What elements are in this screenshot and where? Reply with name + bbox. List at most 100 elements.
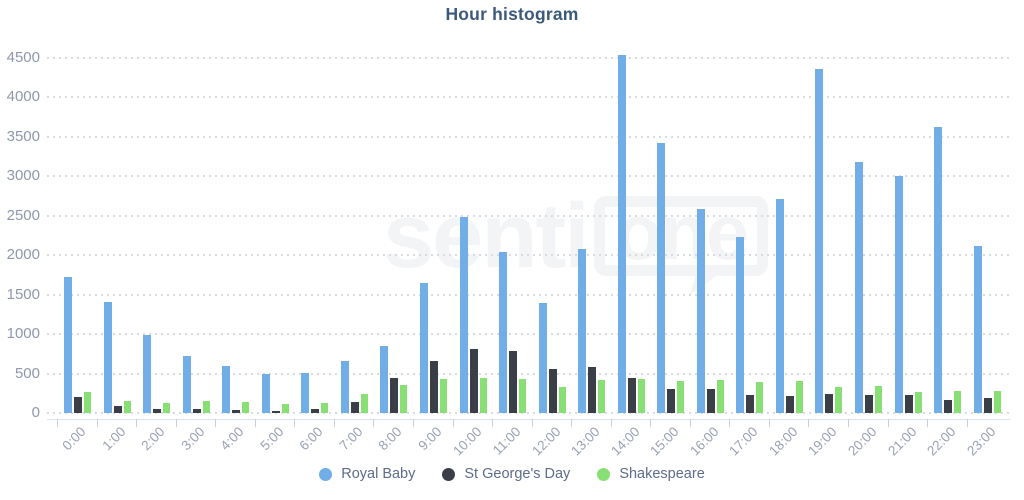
bar-royal-baby-10[interactable] (459, 217, 468, 413)
bar-st-george-s-day-3[interactable] (192, 409, 201, 413)
bar-shakespeare-4[interactable] (242, 401, 250, 413)
bar-shakespeare-11[interactable] (519, 378, 527, 413)
bar-shakespeare-16[interactable] (716, 380, 724, 413)
bar-st-george-s-day-8[interactable] (390, 378, 399, 413)
bar-st-george-s-day-7[interactable] (350, 402, 359, 413)
bar-st-george-s-day-1[interactable] (113, 406, 122, 413)
bar-st-george-s-day-21[interactable] (904, 395, 913, 413)
bar-shakespeare-12[interactable] (558, 386, 566, 413)
bar-st-george-s-day-20[interactable] (865, 395, 873, 413)
bar-st-george-s-day-16[interactable] (706, 389, 715, 413)
x-axis-tick (57, 419, 58, 427)
bar-royal-baby-6[interactable] (301, 373, 310, 413)
bar-royal-baby-13[interactable] (578, 248, 587, 413)
bar-shakespeare-7[interactable] (360, 394, 368, 413)
bar-royal-baby-20[interactable] (855, 162, 863, 413)
bar-st-george-s-day-5[interactable] (271, 410, 280, 413)
bar-shakespeare-3[interactable] (202, 400, 210, 413)
bar-st-george-s-day-6[interactable] (311, 409, 320, 413)
bar-royal-baby-16[interactable] (696, 209, 705, 413)
y-axis-label: 0 (31, 404, 40, 421)
y-axis-label: 1500 (6, 285, 40, 303)
bar-royal-baby-3[interactable] (182, 356, 191, 413)
legend-label: Royal Baby (341, 466, 416, 482)
chart-title: Hour histogram (445, 4, 579, 24)
y-axis-label: 3000 (6, 167, 40, 185)
bar-st-george-s-day-2[interactable] (153, 408, 162, 413)
x-axis-tick (96, 419, 98, 427)
gridline (47, 254, 1010, 257)
bar-shakespeare-0[interactable] (84, 391, 91, 413)
x-axis-tick (887, 419, 889, 427)
bar-shakespeare-19[interactable] (835, 386, 843, 413)
bar-shakespeare-13[interactable] (598, 380, 606, 413)
bar-shakespeare-10[interactable] (479, 377, 487, 413)
bar-royal-baby-19[interactable] (815, 69, 824, 413)
x-axis-line (47, 419, 1010, 420)
bar-st-george-s-day-18[interactable] (785, 395, 794, 413)
bar-royal-baby-15[interactable] (657, 143, 666, 413)
gridline (47, 333, 1010, 336)
bar-royal-baby-22[interactable] (934, 127, 943, 413)
bar-royal-baby-9[interactable] (419, 282, 428, 413)
legend-item-shakespeare[interactable]: Shakespeare (597, 466, 705, 482)
bar-shakespeare-23[interactable] (993, 390, 1001, 413)
bar-st-george-s-day-12[interactable] (548, 369, 557, 413)
bar-royal-baby-1[interactable] (103, 301, 112, 413)
x-axis-tick (808, 419, 810, 427)
bar-st-george-s-day-17[interactable] (746, 394, 755, 413)
bar-royal-baby-2[interactable] (143, 334, 152, 413)
bar-royal-baby-5[interactable] (261, 374, 270, 413)
legend-item-royal-baby[interactable]: Royal Baby (319, 466, 415, 482)
y-axis-label: 500 (14, 364, 40, 382)
bar-st-george-s-day-14[interactable] (627, 378, 636, 413)
bar-st-george-s-day-22[interactable] (944, 400, 953, 413)
gridline (47, 372, 1010, 375)
bar-st-george-s-day-23[interactable] (983, 398, 992, 413)
bar-royal-baby-11[interactable] (499, 252, 508, 413)
bar-st-george-s-day-13[interactable] (588, 367, 597, 413)
bar-shakespeare-14[interactable] (637, 379, 645, 413)
bar-royal-baby-21[interactable] (894, 175, 903, 413)
bar-shakespeare-5[interactable] (281, 403, 289, 413)
bar-st-george-s-day-15[interactable] (667, 389, 676, 413)
bar-royal-baby-8[interactable] (380, 345, 389, 413)
bar-st-george-s-day-11[interactable] (509, 350, 518, 413)
bar-shakespeare-17[interactable] (756, 381, 764, 413)
bar-shakespeare-2[interactable] (163, 402, 171, 413)
y-axis-label: 4500 (6, 49, 40, 66)
bar-shakespeare-9[interactable] (439, 379, 447, 413)
bar-royal-baby-0[interactable] (64, 277, 72, 413)
bar-royal-baby-23[interactable] (973, 245, 982, 413)
bar-shakespeare-6[interactable] (321, 402, 329, 413)
x-axis-tick (333, 419, 335, 427)
bar-shakespeare-21[interactable] (914, 391, 922, 413)
bar-st-george-s-day-19[interactable] (825, 394, 834, 413)
bar-royal-baby-7[interactable] (340, 361, 349, 413)
bar-royal-baby-17[interactable] (736, 237, 745, 413)
bar-royal-baby-4[interactable] (222, 366, 231, 413)
bar-st-george-s-day-0[interactable] (74, 397, 82, 413)
bar-shakespeare-22[interactable] (954, 390, 962, 413)
bar-st-george-s-day-4[interactable] (232, 409, 241, 413)
legend-label: St George's Day (464, 466, 571, 482)
bar-royal-baby-14[interactable] (617, 54, 626, 413)
bar-royal-baby-12[interactable] (538, 302, 547, 413)
bar-st-george-s-day-9[interactable] (429, 360, 438, 413)
bar-shakespeare-1[interactable] (123, 400, 131, 413)
bar-shakespeare-8[interactable] (400, 385, 408, 413)
bar-shakespeare-20[interactable] (875, 386, 882, 413)
gridline (47, 57, 1010, 59)
legend-item-st-george-s-day[interactable]: St George's Day (442, 466, 570, 482)
x-axis-tick (373, 419, 375, 427)
x-axis-tick (768, 419, 770, 427)
watermark-bubble-tail-icon (689, 273, 721, 295)
bar-royal-baby-18[interactable] (775, 199, 784, 413)
gridline (47, 96, 1010, 99)
bar-shakespeare-15[interactable] (677, 381, 685, 413)
bar-shakespeare-18[interactable] (795, 381, 803, 413)
x-axis-tick (571, 419, 573, 427)
x-axis-tick (927, 419, 929, 427)
bar-st-george-s-day-10[interactable] (469, 349, 478, 413)
